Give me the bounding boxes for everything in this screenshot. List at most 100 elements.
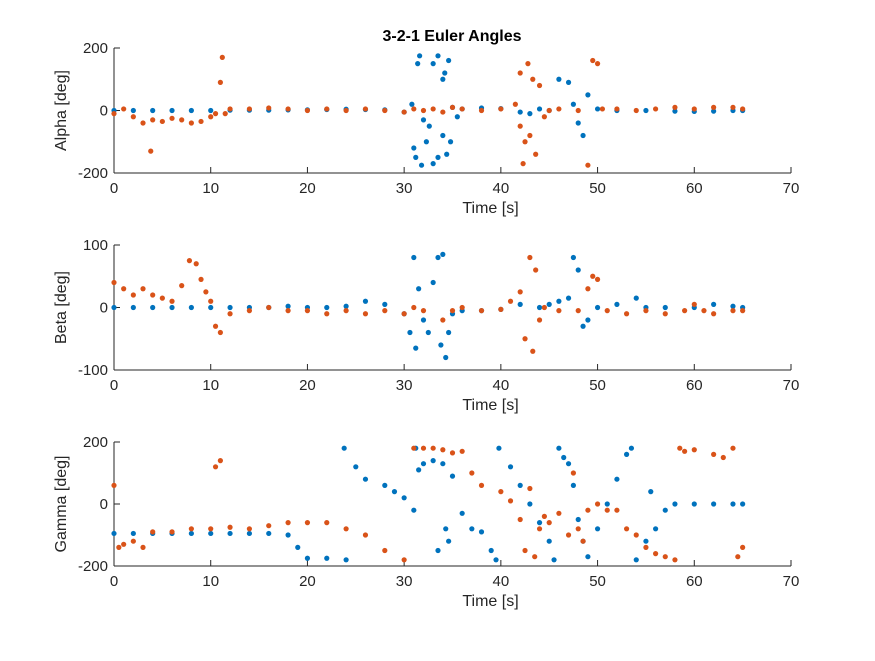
- data-point: [188, 530, 194, 537]
- data-point: [691, 447, 697, 453]
- data-point: [590, 57, 596, 64]
- data-point: [585, 507, 591, 513]
- x-tick-label: 20: [299, 180, 316, 197]
- data-point: [575, 267, 581, 273]
- data-point: [522, 139, 528, 145]
- data-point: [614, 507, 620, 513]
- data-point: [121, 286, 127, 292]
- x-tick-label: 0: [110, 377, 118, 394]
- x-tick-label: 30: [396, 573, 413, 590]
- data-point: [130, 114, 136, 120]
- x-tick-label: 30: [396, 377, 413, 394]
- data-point: [411, 145, 417, 151]
- data-point: [208, 107, 214, 114]
- x-tick-label: 40: [493, 180, 510, 197]
- data-point: [343, 557, 349, 563]
- data-point: [208, 114, 214, 120]
- alpha-series-1: [111, 53, 746, 168]
- data-point: [570, 470, 576, 476]
- data-point: [512, 101, 518, 107]
- data-point: [454, 114, 460, 120]
- x-tick-label: 20: [299, 377, 316, 394]
- data-point: [623, 311, 630, 317]
- data-point: [420, 117, 427, 123]
- data-point: [446, 329, 452, 336]
- data-point: [140, 544, 146, 551]
- data-point: [740, 106, 746, 112]
- x-tick-label: 30: [396, 180, 413, 197]
- x-tick-label: 40: [493, 573, 510, 590]
- data-point: [527, 485, 533, 492]
- y-tick-label: 0: [100, 103, 108, 120]
- beta-y-label: Beta [deg]: [53, 271, 70, 344]
- data-point: [159, 118, 165, 125]
- data-point: [435, 53, 441, 59]
- data-point: [415, 61, 421, 67]
- figure-title: 3-2-1 Euler Angles: [382, 28, 521, 45]
- data-point: [536, 106, 543, 112]
- data-point: [440, 461, 446, 467]
- data-point: [691, 106, 697, 112]
- data-point: [711, 108, 717, 114]
- data-point: [169, 529, 175, 535]
- data-point: [575, 516, 581, 523]
- data-point: [459, 106, 465, 112]
- x-tick-label: 0: [110, 573, 118, 590]
- data-point: [169, 107, 175, 114]
- data-point: [227, 530, 233, 537]
- data-point: [130, 292, 136, 298]
- data-point: [565, 461, 572, 467]
- data-point: [565, 532, 572, 538]
- x-tick-label: 70: [783, 180, 800, 197]
- data-point: [246, 526, 252, 532]
- data-point: [150, 292, 156, 298]
- data-point: [580, 132, 586, 139]
- data-point: [420, 107, 427, 114]
- data-point: [565, 79, 572, 85]
- data-point: [488, 547, 494, 554]
- data-point: [266, 304, 272, 311]
- data-point: [362, 106, 369, 112]
- data-point: [556, 298, 562, 304]
- data-point: [341, 445, 347, 451]
- data-point: [227, 311, 233, 317]
- data-point: [633, 295, 639, 301]
- data-point: [212, 111, 219, 117]
- y-tick-label: -100: [78, 362, 108, 379]
- data-point: [643, 538, 649, 544]
- data-point: [212, 323, 219, 329]
- data-point: [740, 501, 746, 507]
- data-point: [628, 445, 635, 451]
- data-point: [691, 301, 697, 307]
- data-point: [285, 303, 291, 309]
- data-point: [580, 323, 586, 329]
- y-tick-label: -200: [78, 165, 108, 182]
- data-point: [435, 254, 441, 261]
- data-point: [219, 54, 225, 60]
- data-point: [411, 507, 417, 513]
- data-point: [111, 111, 117, 117]
- data-point: [533, 151, 539, 157]
- data-point: [446, 57, 452, 64]
- y-tick-label: 200: [83, 434, 108, 451]
- x-tick-label: 70: [783, 377, 800, 394]
- data-point: [527, 254, 533, 261]
- data-point: [546, 538, 552, 544]
- data-point: [382, 301, 388, 307]
- data-point: [401, 109, 407, 115]
- data-point: [541, 513, 547, 520]
- x-tick-label: 60: [686, 377, 703, 394]
- data-point: [565, 295, 572, 301]
- x-tick-label: 50: [589, 573, 606, 590]
- gamma-y-label: Gamma [deg]: [53, 456, 70, 553]
- data-point: [188, 107, 194, 114]
- data-point: [517, 289, 523, 295]
- alpha-y-label: Alpha [deg]: [53, 70, 70, 151]
- data-point: [536, 304, 543, 311]
- data-point: [623, 451, 630, 457]
- data-point: [443, 526, 449, 532]
- data-point: [420, 461, 427, 467]
- data-point: [447, 139, 454, 145]
